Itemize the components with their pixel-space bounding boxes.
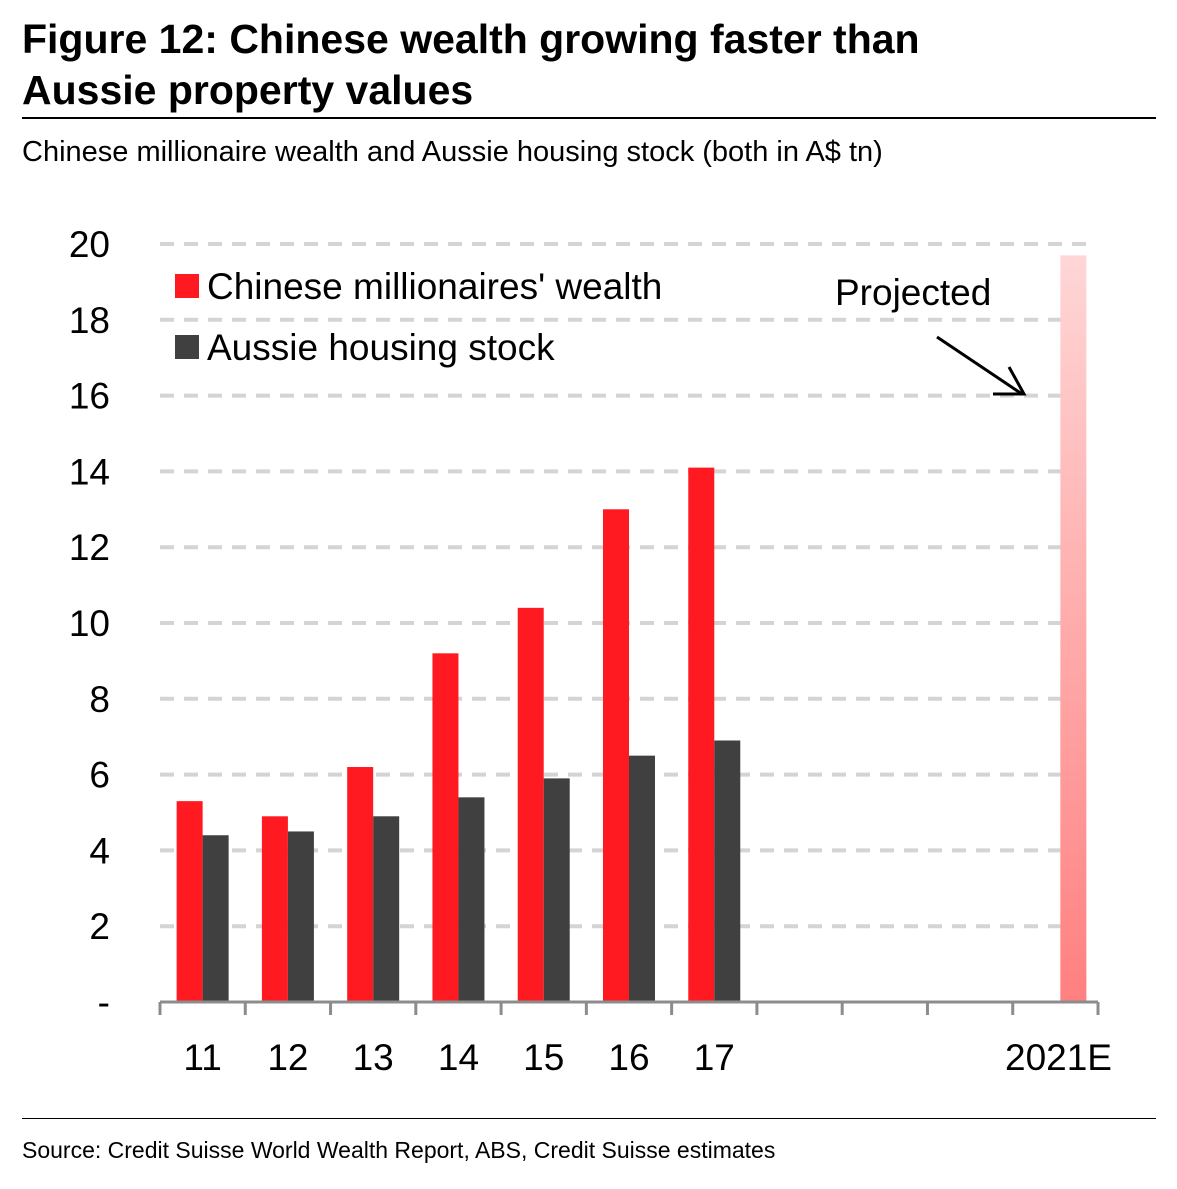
bar-chinese-wealth-15 xyxy=(517,607,544,1002)
bar-aussie-housing-11 xyxy=(202,835,229,1002)
x-tick-label: 15 xyxy=(523,1037,564,1078)
figure-title-line-1: Figure 12: Chinese wealth growing faster… xyxy=(22,16,920,62)
y-tick-label: 18 xyxy=(69,300,110,341)
x-tick-label: 12 xyxy=(267,1037,308,1078)
title-rule xyxy=(22,117,1156,119)
bar-aussie-housing-13 xyxy=(373,816,400,1002)
bar-chinese-wealth-16 xyxy=(603,509,629,1002)
y-tick-label: 2 xyxy=(89,906,110,947)
legend-label-chinese-wealth: Chinese millionaires' wealth xyxy=(207,266,662,307)
x-tick-label: 14 xyxy=(438,1037,479,1078)
x-axis xyxy=(158,1000,1100,1015)
y-tick-label: - xyxy=(98,982,110,1023)
y-tick-label: 4 xyxy=(89,830,110,871)
bar-chinese-wealth-14 xyxy=(432,653,459,1002)
x-tick-label: 13 xyxy=(353,1037,394,1078)
x-tick-label: 2021E xyxy=(1005,1037,1112,1078)
x-tick-label: 16 xyxy=(608,1037,649,1078)
chart-subtitle: Chinese millionaire wealth and Aussie ho… xyxy=(22,136,883,168)
source-rule xyxy=(22,1118,1156,1119)
bar-chinese-wealth-12 xyxy=(261,816,288,1002)
bar-aussie-housing-16 xyxy=(629,755,655,1002)
projected-arrow-icon xyxy=(936,335,1023,396)
y-tick-label: 20 xyxy=(69,224,110,265)
legend-label-aussie-housing: Aussie housing stock xyxy=(207,327,555,368)
x-tick-label: 11 xyxy=(183,1037,221,1078)
y-tick-label: 16 xyxy=(69,376,110,417)
source-note: Source: Credit Suisse World Wealth Repor… xyxy=(22,1137,776,1163)
x-tick-label: 17 xyxy=(694,1037,735,1078)
bar-aussie-housing-12 xyxy=(287,831,314,1002)
figure-title-line-2: Aussie property values xyxy=(22,67,474,113)
bar-aussie-housing-17 xyxy=(714,740,741,1002)
bar-aussie-housing-14 xyxy=(458,797,485,1002)
figure-title: Figure 12: Chinese wealth growing faster… xyxy=(22,14,920,116)
bars xyxy=(176,255,1087,1002)
y-tick-label: 6 xyxy=(89,755,110,796)
y-tick-label: 14 xyxy=(69,451,110,492)
projected-label: Projected xyxy=(835,272,991,313)
bar-chinese-wealth-17 xyxy=(688,467,715,1002)
y-tick-label: 10 xyxy=(69,603,110,644)
bar-chinese-wealth-2021E xyxy=(1060,255,1087,1002)
x-axis-labels: 11 12 13 14 15 16 17 2021E xyxy=(183,1037,1112,1078)
bar-aussie-housing-15 xyxy=(543,778,570,1002)
bar-chinese-wealth-13 xyxy=(347,767,374,1002)
legend-swatch-chinese-wealth xyxy=(175,274,199,298)
projected-annotation: Projected xyxy=(835,272,1027,396)
bar-chinese-wealth-11 xyxy=(176,801,203,1002)
legend: Chinese millionaires' wealth Aussie hous… xyxy=(175,266,662,368)
y-tick-label: 8 xyxy=(89,679,110,720)
y-axis-labels: - 2 4 6 8 10 12 14 16 18 20 xyxy=(69,224,110,1023)
legend-swatch-aussie-housing xyxy=(175,335,199,359)
projected-arrowhead-icon xyxy=(993,366,1027,396)
y-tick-label: 12 xyxy=(69,527,110,568)
